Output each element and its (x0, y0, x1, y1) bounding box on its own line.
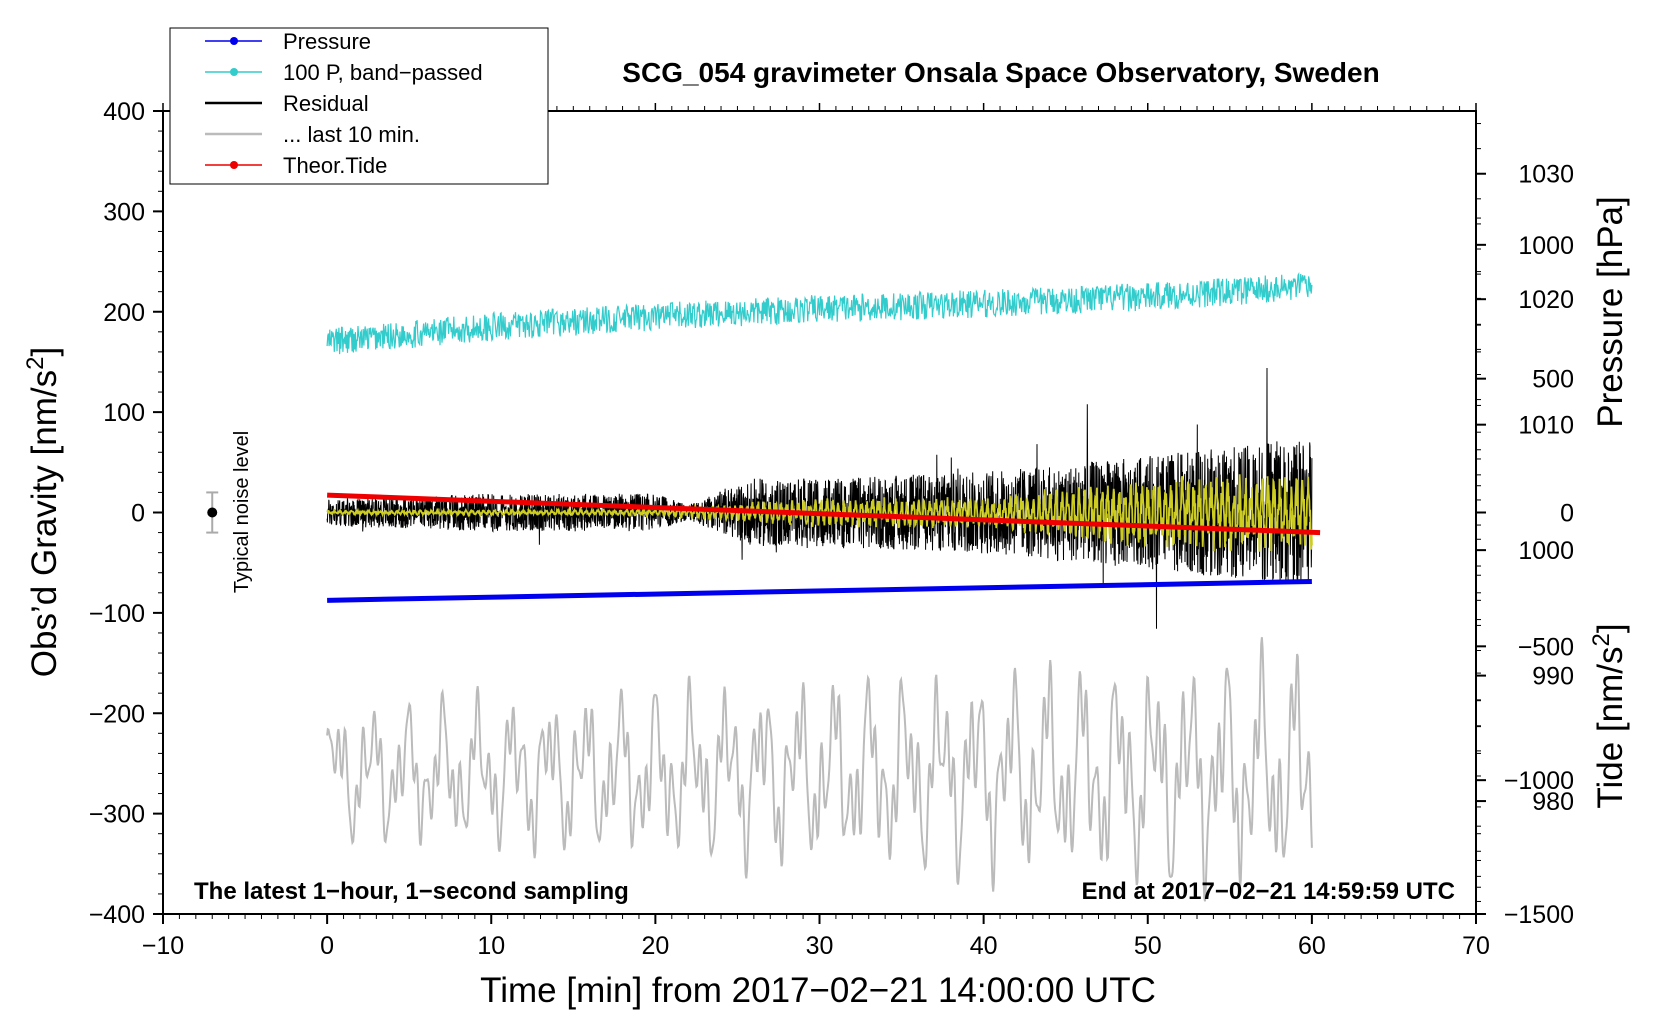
y-left-tick-label: 400 (103, 98, 145, 126)
x-tick-label: 40 (970, 932, 998, 960)
band-passed-line (326, 271, 1313, 355)
theor-tide-series (327, 492, 1321, 536)
legend: Pressure 100 P, band−passed Residual ... la… (169, 27, 549, 185)
last-10-min-line (326, 637, 1313, 902)
y-axis-tide: −1500 −1000 −500 0 500 1000 (1476, 217, 1574, 929)
pressure-line (327, 579, 1312, 603)
x-axis: −10 0 10 20 30 40 50 60 70 (142, 103, 1490, 960)
legend-marker (230, 37, 238, 45)
y-pressure-tick-label: 1010 (1518, 412, 1574, 440)
x-tick-label: −10 (142, 932, 184, 960)
x-tick-label: 10 (477, 932, 505, 960)
band-passed-pressure-series (326, 271, 1313, 355)
y-left-tick-label: 0 (131, 500, 145, 528)
y-tide-tick-label: −500 (1518, 633, 1574, 661)
y-axis-pressure-title: Pressure [hPa] (1591, 196, 1630, 428)
y-axis-left: −400 −300 −200 −100 0 100 200 300 400 (89, 98, 163, 929)
legend-label: ... last 10 min. (283, 122, 420, 147)
x-tick-label: 0 (320, 932, 334, 960)
y-left-tick-label: −300 (89, 801, 145, 829)
y-tide-tick-label: 0 (1560, 500, 1574, 528)
y-tide-tick-label: 1000 (1518, 232, 1574, 260)
pressure-series (327, 579, 1312, 603)
annotation-end-time: End at 2017−02−21 14:59:59 UTC (1081, 878, 1455, 905)
y-axis-pressure: 980 990 1000 1010 1020 1030 (1476, 123, 1574, 902)
tide-line (327, 492, 1321, 536)
y-pressure-tick-label: 1030 (1518, 161, 1574, 189)
y-axis-left-title: Obs’d Gravity [nm/s2] (22, 347, 64, 677)
legend-marker (230, 68, 238, 76)
x-tick-label: 20 (641, 932, 669, 960)
last-10-min-series (326, 637, 1313, 902)
y-tide-tick-label: 500 (1532, 366, 1574, 394)
x-tick-label: 50 (1134, 932, 1162, 960)
residual-filtered-series (326, 474, 1313, 552)
legend-label: Pressure (283, 29, 371, 54)
chart-title: SCG_054 gravimeter Onsala Space Observat… (622, 57, 1379, 88)
noise-label: Typical noise level (231, 431, 253, 593)
x-tick-label: 70 (1462, 932, 1490, 960)
y-axis-tide-title: Tide [nm/s2] (1588, 623, 1630, 808)
y-pressure-tick-label: 1020 (1518, 286, 1574, 314)
noise-point (207, 507, 218, 518)
y-left-tick-label: 200 (103, 299, 145, 327)
y-left-tick-label: −100 (89, 600, 145, 628)
x-tick-label: 60 (1298, 932, 1326, 960)
x-axis-title: Time [min] from 2017−02−21 14:00:00 UTC (480, 971, 1156, 1010)
y-left-tick-label: −200 (89, 700, 145, 728)
legend-box (169, 27, 549, 185)
residual-filtered-line (326, 474, 1313, 552)
legend-marker (230, 161, 238, 169)
x-tick-label: 30 (806, 932, 834, 960)
y-left-tick-label: −400 (89, 901, 145, 929)
y-pressure-tick-label: 1000 (1518, 537, 1574, 565)
legend-label: Theor.Tide (283, 153, 387, 178)
y-left-tick-label: 300 (103, 198, 145, 226)
y-pressure-tick-label: 980 (1532, 788, 1574, 816)
annotation-sampling: The latest 1−hour, 1−second sampling (194, 878, 629, 905)
y-left-tick-label: 100 (103, 399, 145, 427)
y-tide-tick-label: −1000 (1504, 767, 1574, 795)
noise-marker (206, 491, 219, 534)
legend-label: Residual (283, 91, 369, 116)
y-tide-tick-label: −1500 (1504, 901, 1574, 929)
y-pressure-tick-label: 990 (1532, 663, 1574, 691)
legend-label: 100 P, band−passed (283, 60, 483, 85)
